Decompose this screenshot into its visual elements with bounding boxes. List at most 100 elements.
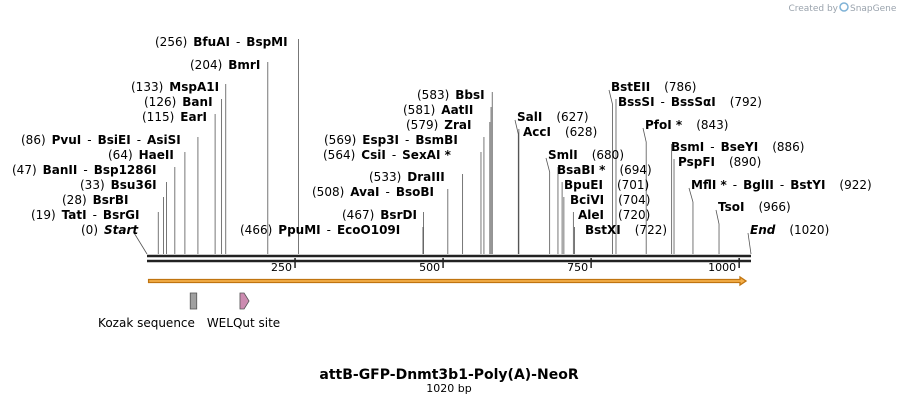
site-label-avaI[interactable]: (508) AvaI - BsoBI: [312, 185, 434, 199]
site-label-bsmI[interactable]: BsmI - BseYI (886): [671, 140, 804, 154]
enzyme-name: BstYI: [790, 178, 825, 192]
site-label-bsrBI[interactable]: (28) BsrBI: [62, 193, 128, 207]
site-label-mspA1I[interactable]: (133) MspA1I: [131, 80, 219, 94]
site-label-mflI[interactable]: MflI * - BglII - BstYI (922): [691, 178, 872, 192]
site-position: (533): [369, 170, 401, 184]
site-label-accI[interactable]: AccI (628): [523, 125, 597, 139]
name-separator: -: [236, 35, 240, 49]
site-label-esp3I[interactable]: (569) Esp3I - BsmBI: [324, 133, 458, 147]
site-label-pfoI[interactable]: PfoI * (843): [645, 118, 728, 132]
site-label-bciVI[interactable]: BciVI (704): [570, 193, 650, 207]
name-separator: -: [93, 208, 97, 222]
site-label-draIII[interactable]: (533) DraIII: [369, 170, 445, 184]
site-label-bpuEI[interactable]: BpuEI (701): [564, 178, 649, 192]
enzyme-name: AccI: [523, 125, 551, 139]
enzyme-name: BanII: [43, 163, 78, 177]
site-position: (886): [772, 140, 804, 154]
site-label-bsrDI[interactable]: (467) BsrDI: [342, 208, 417, 222]
site-position: (722): [635, 223, 667, 237]
site-label-pvuI[interactable]: (86) PvuI - BsiEI - AsiSI: [21, 133, 181, 147]
site-position: (466): [240, 223, 272, 237]
enzyme-name: PvuI: [52, 133, 82, 147]
name-separator: -: [137, 133, 141, 147]
site-label-salI[interactable]: SalI (627): [517, 110, 589, 124]
site-position: (628): [565, 125, 597, 139]
site-label-smlI[interactable]: SmlI (680): [548, 148, 624, 162]
enzyme-name: AvaI: [350, 185, 379, 199]
site-position: (720): [618, 208, 650, 222]
name-separator: -: [780, 178, 784, 192]
site-position: (256): [155, 35, 187, 49]
site-label-tatI[interactable]: (19) TatI - BsrGI: [31, 208, 139, 222]
site-position: (28): [62, 193, 87, 207]
site-label-bstEII[interactable]: BstEII (786): [611, 80, 696, 94]
tick-label: 1000: [708, 261, 736, 274]
name-separator: -: [661, 95, 665, 109]
enzyme-name: End: [750, 223, 776, 237]
credit-brand: SnapGene: [850, 4, 897, 14]
site-position: (508): [312, 185, 344, 199]
site-position: (86): [21, 133, 46, 147]
site-position: (627): [556, 110, 588, 124]
enzyme-name: AsiSI: [147, 133, 181, 147]
site-label-zraI[interactable]: (579) ZraI: [406, 118, 471, 132]
site-label-bbsI[interactable]: (583) BbsI: [417, 88, 485, 102]
enzyme-name: BsoBI: [396, 185, 434, 199]
enzyme-name: BsmI: [671, 140, 704, 154]
enzyme-name: Bsu36I: [111, 178, 157, 192]
site-position: (467): [342, 208, 374, 222]
site-position: (704): [618, 193, 650, 207]
site-label-tsoI[interactable]: TsoI (966): [718, 200, 791, 214]
enzyme-name: CsiI: [361, 148, 386, 162]
enzyme-name: Esp3I: [362, 133, 399, 147]
site-label-earI[interactable]: (115) EarI: [142, 110, 207, 124]
site-label-banII[interactable]: (47) BanII - Bsp1286I: [12, 163, 156, 177]
site-label-haeII[interactable]: (64) HaeII: [108, 148, 174, 162]
enzyme-name: BsmBI: [415, 133, 457, 147]
site-position: (64): [108, 148, 133, 162]
site-position: (133): [131, 80, 163, 94]
enzyme-name: MspA1I: [169, 80, 219, 94]
site-label-bsu36I[interactable]: (33) Bsu36I: [80, 178, 157, 192]
site-label-aleI[interactable]: AleI (720): [578, 208, 650, 222]
site-label-ppuMI[interactable]: (466) PpuMI - EcoO109I: [240, 223, 400, 237]
enzyme-name: BfuAI: [193, 35, 230, 49]
welqut-site-feature[interactable]: [239, 292, 250, 310]
site-label-bfuAI[interactable]: (256) BfuAI - BspMI: [155, 35, 288, 49]
site-label-bstXI[interactable]: BstXI (722): [585, 223, 667, 237]
enzyme-name: BspMI: [246, 35, 287, 49]
site-label-start[interactable]: (0) Start: [81, 223, 139, 237]
site-position: (890): [729, 155, 761, 169]
name-separator: -: [405, 133, 409, 147]
enzyme-name: TsoI: [718, 200, 744, 214]
site-position: (792): [730, 95, 762, 109]
site-position: (204): [190, 58, 222, 72]
enzyme-name: BsrGI: [103, 208, 140, 222]
site-label-aatII[interactable]: (581) AatII: [403, 103, 473, 117]
site-label-pspFI[interactable]: PspFI (890): [678, 155, 761, 169]
leader-line-end: [747, 232, 752, 255]
enzyme-name: ZraI: [444, 118, 471, 132]
site-label-bssSI[interactable]: BssSI - BssSαI (792): [618, 95, 762, 109]
kozak-sequence-label: Kozak sequence: [98, 316, 195, 330]
welqut-site-label: WELQut site: [207, 316, 280, 330]
leader-line-pfoI: [642, 127, 647, 254]
tick-label: 250: [271, 261, 292, 274]
site-label-end[interactable]: End (1020): [750, 223, 829, 237]
name-separator: -: [83, 163, 87, 177]
kozak-sequence-feature[interactable]: [189, 292, 198, 310]
enzyme-name: BseYI: [721, 140, 759, 154]
credit: Created by SnapGene: [788, 2, 897, 14]
enzyme-name: BssSαI: [671, 95, 716, 109]
site-position: (1020): [789, 223, 829, 237]
site-position: (583): [417, 88, 449, 102]
site-label-banI[interactable]: (126) BanI: [144, 95, 213, 109]
site-label-csiI[interactable]: (564) CsiI - SexAI *: [323, 148, 452, 162]
enzyme-name: SalI: [517, 110, 542, 124]
site-labels: (0) Start(19) TatI - BsrGI(28) BsrBI(33) Bsu36…: [12, 35, 872, 237]
site-label-bmrI[interactable]: (204) BmrI: [190, 58, 260, 72]
orf-arrow[interactable]: [147, 275, 748, 287]
site-position: (115): [142, 110, 174, 124]
site-label-bsaBI[interactable]: BsaBI * (694): [557, 163, 652, 177]
